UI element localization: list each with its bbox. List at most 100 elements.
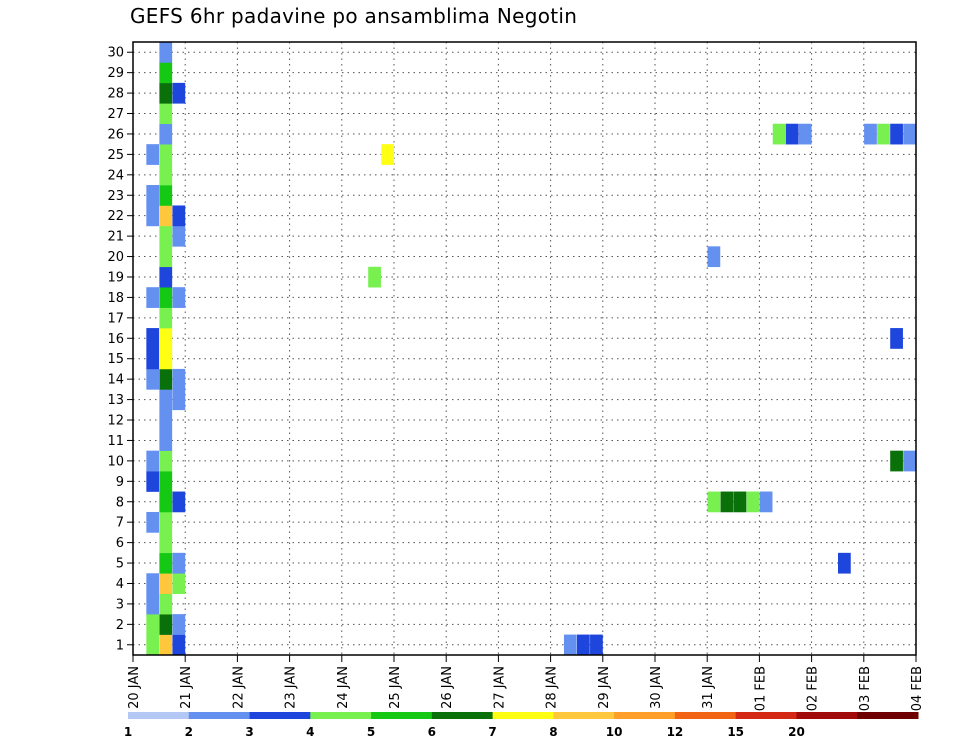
precip-cell [159,552,173,574]
x-tick-label: 04 FEB [910,666,925,711]
precip-cell [159,307,173,329]
precip-cell [707,491,721,513]
precip-cell [146,368,160,390]
y-tick-label: 26 [107,127,124,142]
precip-cell [877,123,890,145]
precip-cell [172,552,186,574]
y-tick-label: 15 [107,352,124,367]
precip-cell [159,593,173,615]
colorbar-label: 20 [788,725,805,739]
precip-cell [159,185,173,206]
precip-cell [746,491,760,513]
colorbar-segment [674,712,737,719]
precip-cell [381,144,394,165]
colorbar-segment [796,712,858,719]
precip-cell [159,205,173,227]
colorbar-label: 3 [245,725,253,739]
colorbar-label: 2 [185,725,193,739]
precip-cell [890,450,903,472]
precip-cell [172,614,186,635]
precip-cell [146,348,160,370]
precip-cell [707,246,721,268]
precip-cell [172,634,186,656]
precip-cell [159,511,173,533]
precip-cell [159,573,173,594]
gridlines [133,42,916,655]
precip-cell [159,491,173,513]
precip-cell [159,450,173,472]
x-tick-label: 20 JAN [127,666,142,709]
precip-cell [159,62,173,84]
precip-cell [159,430,173,451]
colorbar-label: 1 [124,725,132,739]
x-tick-label: 28 JAN [545,666,560,709]
precip-cell [146,144,160,165]
y-tick-label: 25 [107,148,124,163]
precip-cell [146,471,160,492]
colorbar-segment [735,712,797,719]
precip-cell [159,246,173,268]
y-tick-label: 28 [107,87,124,102]
precip-cell [890,328,903,349]
precip-cell [146,573,160,594]
x-axis-ticks: 20 JAN 21 JAN 22 JAN 23 JAN 24 JAN 25 JAN 26 J… [127,655,925,711]
colorbar-segment [614,712,676,719]
precip-cell [159,328,173,349]
colorbar-label: 8 [549,725,557,739]
precip-cell [563,634,577,656]
y-tick-label: 19 [107,270,124,285]
colorbar-label: 7 [488,725,496,739]
colorbar-segment [371,712,433,719]
precip-cell [590,634,603,656]
y-tick-label: 17 [107,311,124,326]
precip-cell [159,532,173,554]
precip-cell [368,266,381,288]
precip-cell [146,287,160,308]
precip-cell [146,205,160,227]
x-tick-label: 01 FEB [753,666,768,711]
y-tick-label: 18 [107,291,124,306]
colorbar-segment [128,712,190,719]
precip-cell [785,123,799,145]
precip-cell [172,205,186,227]
colorbar-label: 10 [606,725,623,739]
colorbar-segment [431,712,494,719]
y-tick-label: 23 [107,189,124,204]
x-tick-label: 30 JAN [649,666,664,709]
precip-cell [159,103,173,125]
x-tick-label: 23 JAN [284,666,299,709]
y-tick-label: 16 [107,332,124,347]
precip-cell [146,614,160,635]
y-tick-label: 30 [107,46,124,61]
precip-cell [172,491,186,513]
precip-cell [903,123,916,145]
x-tick-label: 03 FEB [858,666,873,711]
precip-cell [798,123,812,145]
colorbar-label: 15 [727,725,744,739]
y-tick-label: 3 [116,597,124,612]
y-tick-label: 11 [107,434,124,449]
colorbar-segment [188,712,251,719]
precip-cell [890,123,903,145]
y-tick-label: 22 [107,209,124,224]
precip-cell [172,368,186,390]
plot-frame [132,41,917,656]
y-tick-label: 1 [116,638,124,653]
precip-cell [146,328,160,349]
y-tick-label: 6 [116,536,124,551]
x-tick-label: 31 JAN [701,666,716,709]
precip-cell [146,593,160,615]
precip-cell [146,511,160,533]
x-tick-label: 25 JAN [388,666,403,709]
precip-cell [159,409,173,431]
precip-cell [146,185,160,206]
x-tick-label: 29 JAN [597,666,612,709]
y-tick-label: 20 [107,250,124,265]
y-tick-label: 27 [107,107,124,122]
precip-cell [159,389,173,411]
colorbar-segment [553,712,615,719]
y-tick-label: 21 [107,230,124,245]
y-tick-label: 4 [116,577,124,592]
precip-cell [903,450,916,472]
